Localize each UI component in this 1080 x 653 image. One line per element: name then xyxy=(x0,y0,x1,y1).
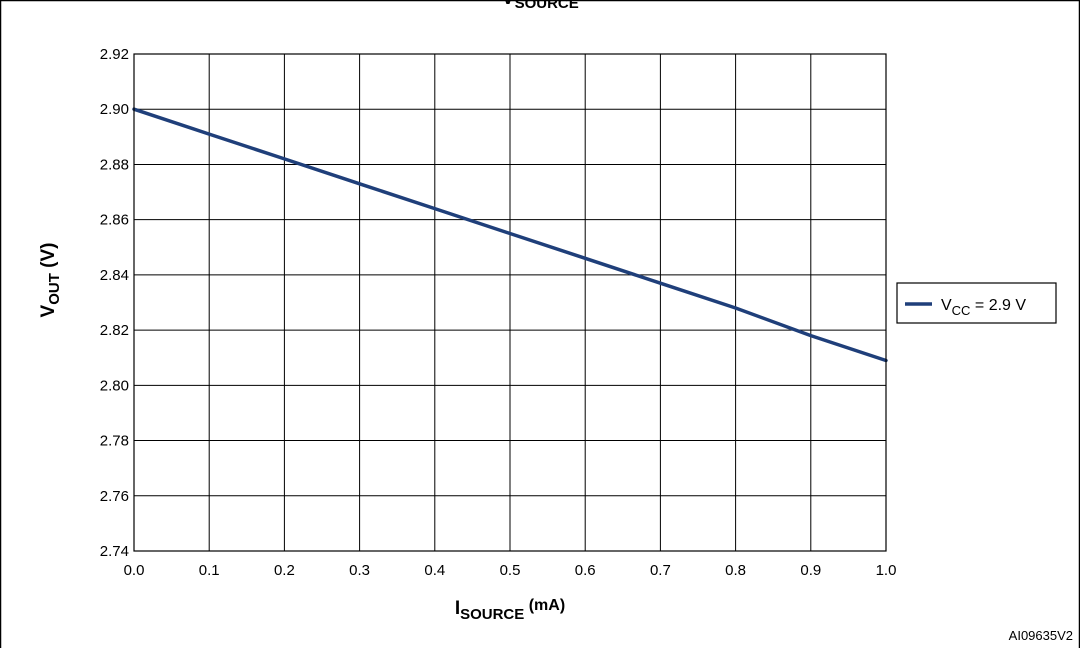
x-tick-label: 0.4 xyxy=(424,562,445,579)
x-tick-label: 0.9 xyxy=(800,562,821,579)
x-tick-label: 0.2 xyxy=(274,562,295,579)
y-tick-label: 2.80 xyxy=(100,377,129,394)
figure-title-cut: VSOURCE xyxy=(501,0,579,12)
x-tick-label: 0.7 xyxy=(650,562,671,579)
x-axis-title-unit: (mA) xyxy=(524,597,565,614)
y-tick-label: 2.82 xyxy=(100,322,129,339)
plot-area-border xyxy=(133,53,887,552)
y-tick-label: 2.88 xyxy=(100,156,129,173)
x-tick-label: 0.6 xyxy=(575,562,596,579)
y-tick-label: 2.74 xyxy=(100,543,129,560)
grid xyxy=(133,53,887,552)
legend-label-rest: = 2.9 V xyxy=(970,297,1026,314)
legend: VCC = 2.9 V xyxy=(896,282,1057,324)
x-axis-title-sub: SOURCE xyxy=(460,606,524,623)
x-tick-label: 0.8 xyxy=(725,562,746,579)
series-layer xyxy=(132,107,888,363)
legend-label: VCC = 2.9 V xyxy=(941,297,1026,318)
x-tick-label: 0.0 xyxy=(124,562,145,579)
legend-label-sub: CC xyxy=(952,303,971,318)
y-tick-label: 2.92 xyxy=(100,46,129,63)
series-line-0 xyxy=(132,107,888,363)
x-tick-label: 0.3 xyxy=(349,562,370,579)
y-tick-label: 2.76 xyxy=(100,488,129,505)
y-axis-title-unit: (V) xyxy=(38,243,59,274)
figure-title-cut-sub: SOURCE xyxy=(515,0,579,12)
y-tick-label: 2.90 xyxy=(100,101,129,118)
x-tick-label: 0.1 xyxy=(199,562,220,579)
y-tick-label: 2.86 xyxy=(100,212,129,229)
x-tick-label: 0.5 xyxy=(500,562,521,579)
y-tick-label: 2.78 xyxy=(100,433,129,450)
y-tick-label: 2.84 xyxy=(100,267,129,284)
y-axis-title-sub: OUT xyxy=(46,273,63,305)
figure-ref-code: AI09635V2 xyxy=(1009,628,1073,643)
y-axis-title: VOUT (V) xyxy=(38,243,63,318)
x-axis-title: ISOURCE (mA) xyxy=(455,597,565,623)
x-tick-label: 1.0 xyxy=(876,562,897,579)
y-tick-labels: 2.74 2.76 2.78 2.80 2.82 2.84 2.86 2.88 2.90 2.92 xyxy=(100,46,129,560)
x-tick-labels: 0.0 0.1 0.2 0.3 0.4 0.5 0.6 0.7 0.8 0.9 1.0 xyxy=(124,562,897,579)
